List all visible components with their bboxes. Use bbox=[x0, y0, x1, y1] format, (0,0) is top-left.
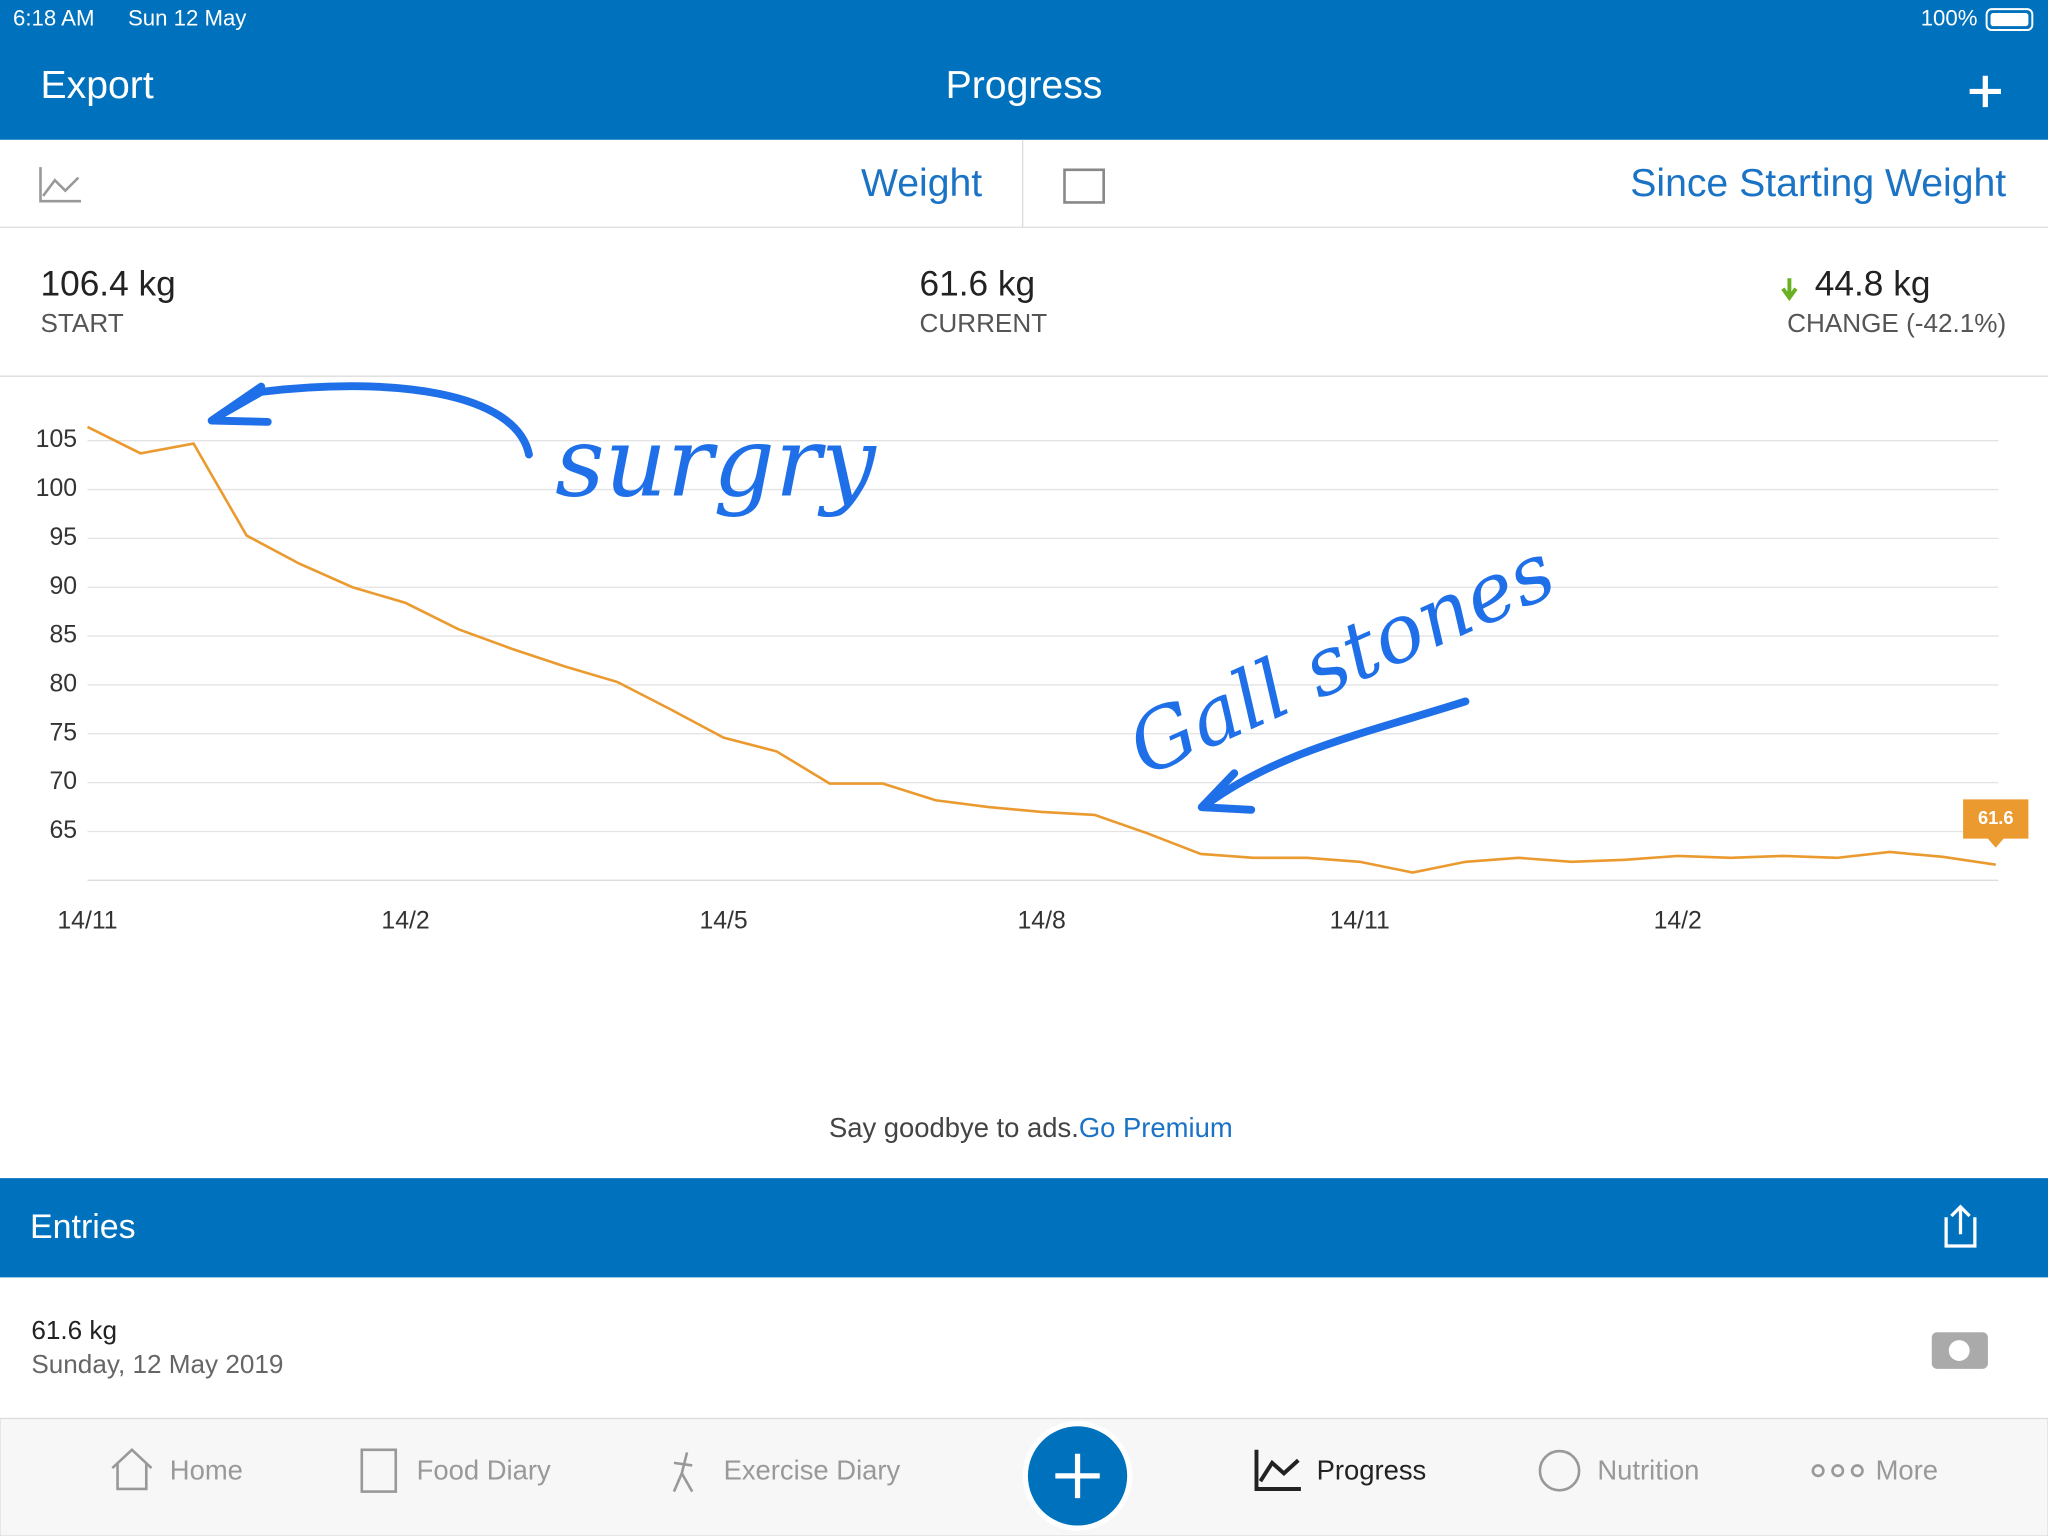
y-tick-label: 100 bbox=[36, 475, 77, 502]
x-tick-label: 14/2 bbox=[1654, 908, 1702, 935]
annotation-arrow bbox=[207, 382, 533, 459]
progress-icon[interactable] bbox=[1254, 1449, 1301, 1491]
value-label-bg bbox=[1963, 799, 2029, 848]
y-tick-label: 70 bbox=[49, 768, 77, 795]
camera-lens bbox=[1948, 1340, 1970, 1361]
x-tick-label: 14/11 bbox=[57, 908, 117, 935]
chart-icon[interactable] bbox=[39, 167, 81, 203]
nav-title: Progress bbox=[946, 64, 1103, 107]
tab-progress[interactable]: Progress bbox=[1317, 1454, 1427, 1485]
ad-text: Say goodbye to ads. bbox=[829, 1112, 1079, 1143]
annotation-surgery: surgry bbox=[555, 406, 877, 519]
entry-date[interactable]: Sunday, 12 May 2019 bbox=[31, 1349, 283, 1379]
tab-exercise-diary[interactable]: Exercise Diary bbox=[724, 1454, 901, 1485]
y-tick-label: 85 bbox=[49, 622, 77, 649]
plus-icon bbox=[1055, 1453, 1100, 1499]
battery-level bbox=[1990, 13, 2029, 27]
calendar-icon[interactable] bbox=[1063, 168, 1105, 204]
chart: 65 70 75 80 85 90 95 100 105 14/11 14/2 14/5 14/8 14/… bbox=[36, 425, 2029, 935]
y-tick-label: 65 bbox=[49, 817, 77, 844]
x-tick-label: 14/11 bbox=[1330, 908, 1390, 935]
status-date: Sun 12 May bbox=[128, 5, 247, 30]
tab-food-diary[interactable]: Food Diary bbox=[417, 1454, 551, 1485]
annotation-gallstones: Gall stones bbox=[1115, 524, 1569, 795]
annotation-arrow bbox=[1197, 697, 1470, 814]
battery-text: 100% bbox=[1921, 5, 1978, 30]
y-tick-label: 105 bbox=[36, 426, 77, 453]
more-icon[interactable] bbox=[1811, 1464, 1864, 1478]
y-tick-label: 80 bbox=[49, 670, 77, 697]
tab-nutrition[interactable]: Nutrition bbox=[1597, 1454, 1699, 1485]
start-label: START bbox=[40, 308, 123, 338]
food-diary-icon[interactable] bbox=[360, 1448, 398, 1493]
x-tick-label: 14/2 bbox=[381, 908, 429, 935]
change-label: CHANGE (-42.1%) bbox=[1787, 308, 2006, 338]
entry-weight[interactable]: 61.6 kg bbox=[31, 1315, 117, 1345]
tab-home[interactable]: Home bbox=[170, 1454, 243, 1485]
current-value: 61.6 kg bbox=[920, 264, 1036, 303]
battery-icon bbox=[1985, 8, 2034, 32]
y-tick-label: 90 bbox=[49, 573, 77, 600]
x-tick-label: 14/8 bbox=[1017, 908, 1065, 935]
down-arrow bbox=[1781, 278, 1798, 302]
share-button[interactable] bbox=[1944, 1204, 1977, 1248]
value-label: 61.6 bbox=[1978, 807, 2014, 828]
home-icon[interactable] bbox=[111, 1448, 153, 1491]
exercise-icon[interactable] bbox=[672, 1452, 694, 1493]
metric-selector[interactable]: Weight bbox=[861, 162, 982, 205]
status-time: 6:18 AM bbox=[13, 5, 94, 30]
premium-link[interactable]: Go Premium bbox=[1079, 1112, 1233, 1143]
entries-title: Entries bbox=[30, 1208, 136, 1246]
current-label: CURRENT bbox=[920, 308, 1048, 338]
nutrition-icon[interactable] bbox=[1538, 1449, 1581, 1492]
x-tick-label: 14/5 bbox=[699, 908, 747, 935]
tab-more[interactable]: More bbox=[1876, 1454, 1938, 1485]
add-button[interactable] bbox=[1969, 75, 2001, 108]
entries-header bbox=[0, 1178, 2048, 1278]
y-tick-label: 75 bbox=[49, 719, 77, 746]
export-button[interactable]: Export bbox=[40, 64, 153, 107]
range-selector[interactable]: Since Starting Weight bbox=[1630, 162, 2006, 205]
weight-line bbox=[86, 425, 1996, 874]
change-value: 44.8 kg bbox=[1815, 264, 1931, 303]
header-bg bbox=[0, 0, 2048, 140]
y-tick-label: 95 bbox=[49, 524, 77, 551]
start-value: 106.4 kg bbox=[40, 264, 175, 303]
